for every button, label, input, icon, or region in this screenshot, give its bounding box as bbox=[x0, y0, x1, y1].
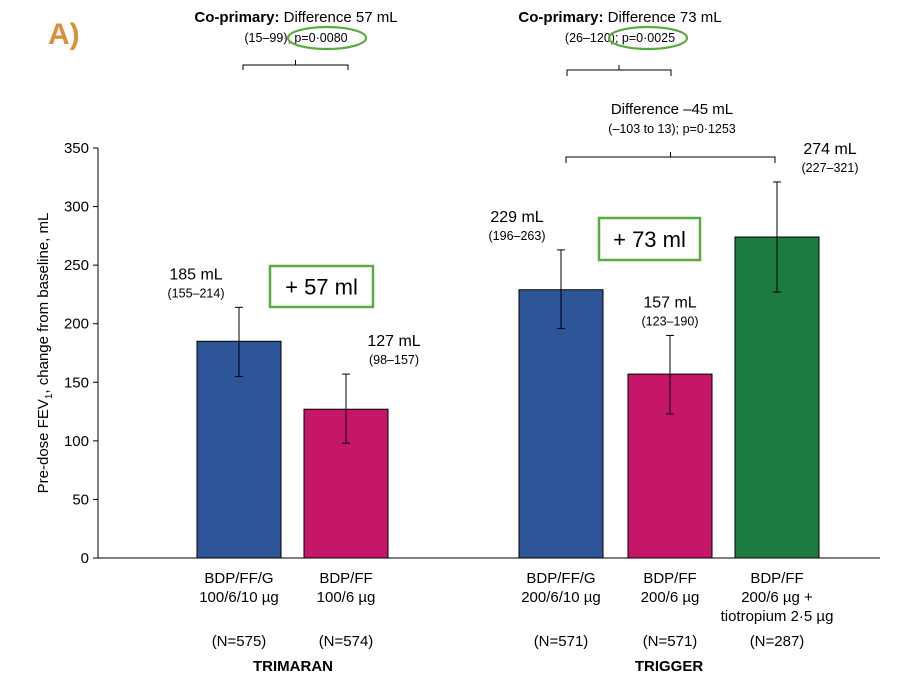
value-label-b4: 157 mL bbox=[643, 294, 696, 311]
category-label-b1: 100/6/10 µg bbox=[199, 589, 279, 606]
n-label-b2: (N=574) bbox=[319, 633, 374, 650]
value-label-b1: 185 mL bbox=[169, 266, 222, 283]
x-axis-labels: BDP/FF/G 100/6/10 µg (N=575) BDP/FF 100/6 µg… bbox=[199, 570, 833, 675]
group-label-trigger: TRIGGER bbox=[635, 658, 704, 675]
value-label-b2: 127 mL bbox=[367, 333, 420, 350]
y-tick-label: 0 bbox=[81, 550, 89, 567]
category-label-b4: 200/6 µg bbox=[641, 589, 700, 606]
n-label-b1: (N=575) bbox=[212, 633, 267, 650]
comparison-bracket-c3 bbox=[565, 152, 776, 163]
y-tick-label: 350 bbox=[64, 140, 89, 157]
y-tick-label: 300 bbox=[64, 199, 89, 216]
callout-text-k1: + 57 ml bbox=[285, 275, 358, 300]
y-tick-label: 150 bbox=[64, 374, 89, 391]
callout-box-k1 bbox=[268, 264, 375, 309]
ci-label-b5: (227–321) bbox=[802, 161, 859, 175]
ci-label-b1: (155–214) bbox=[168, 286, 225, 300]
n-label-b5: (N=287) bbox=[750, 633, 805, 650]
category-label-b5: 200/6 µg + bbox=[741, 589, 813, 606]
bar-b3 bbox=[518, 289, 604, 559]
category-label-b1: BDP/FF/G bbox=[204, 570, 273, 587]
value-label-b5: 274 mL bbox=[803, 141, 856, 158]
comparison-stats-c1: (15–99); p=0·0080 bbox=[244, 31, 347, 45]
callouts: + 57 ml + 73 ml bbox=[268, 216, 702, 309]
y-tick-label: 250 bbox=[64, 257, 89, 274]
n-label-b3: (N=571) bbox=[534, 633, 589, 650]
y-tick-label: 200 bbox=[64, 316, 89, 333]
category-label-b5: BDP/FF bbox=[750, 570, 803, 587]
value-labels: 185 mL (155–214) 127 mL (98–157) 229 mL (196–… bbox=[168, 141, 859, 367]
panel-label: A) bbox=[48, 18, 80, 51]
axes: 0 50 100 150 200 250 300 350 Pre-dose FEV1, chan… bbox=[35, 140, 880, 567]
comparison-bracket-c1 bbox=[242, 60, 349, 70]
y-axis-title: Pre-dose FEV1, change from baseline, mL bbox=[35, 213, 55, 494]
ci-label-b2: (98–157) bbox=[369, 353, 419, 367]
bars bbox=[196, 236, 820, 559]
p-value-highlight-c2 bbox=[607, 25, 689, 51]
category-label-b4: BDP/FF bbox=[643, 570, 696, 587]
comparison-title-c1: Co-primary: Difference 57 mL bbox=[194, 9, 397, 26]
y-tick-label: 50 bbox=[72, 491, 89, 508]
callout-box-k2 bbox=[597, 216, 702, 262]
ci-label-b4: (123–190) bbox=[642, 314, 699, 328]
category-label-b3: 200/6/10 µg bbox=[521, 589, 601, 606]
p-value-highlight-c1 bbox=[286, 25, 368, 51]
bar-b1 bbox=[196, 340, 282, 559]
comparison-title-c3: Difference –45 mL bbox=[611, 101, 733, 118]
category-label-b3: BDP/FF/G bbox=[526, 570, 595, 587]
value-label-b3: 229 mL bbox=[490, 209, 543, 226]
category-label-b2: BDP/FF bbox=[319, 570, 372, 587]
n-label-b4: (N=571) bbox=[643, 633, 698, 650]
group-label-trimaran: TRIMARAN bbox=[253, 658, 333, 675]
category-label-b5: tiotropium 2·5 µg bbox=[721, 608, 834, 625]
ci-label-b3: (196–263) bbox=[489, 229, 546, 243]
comparison-stats-c3: (–103 to 13); p=0·1253 bbox=[608, 122, 736, 136]
category-label-b2: 100/6 µg bbox=[317, 589, 376, 606]
comparison-bracket-c2 bbox=[566, 65, 672, 76]
comparisons: Co-primary: Difference 57 mL (15–99); p=0… bbox=[194, 9, 776, 163]
error-bars bbox=[235, 181, 781, 444]
y-tick-label: 100 bbox=[64, 433, 89, 450]
comparison-stats-c2: (26–120); p=0·0025 bbox=[565, 31, 675, 45]
comparison-title-c2: Co-primary: Difference 73 mL bbox=[518, 9, 721, 26]
callout-text-k2: + 73 ml bbox=[613, 227, 686, 252]
